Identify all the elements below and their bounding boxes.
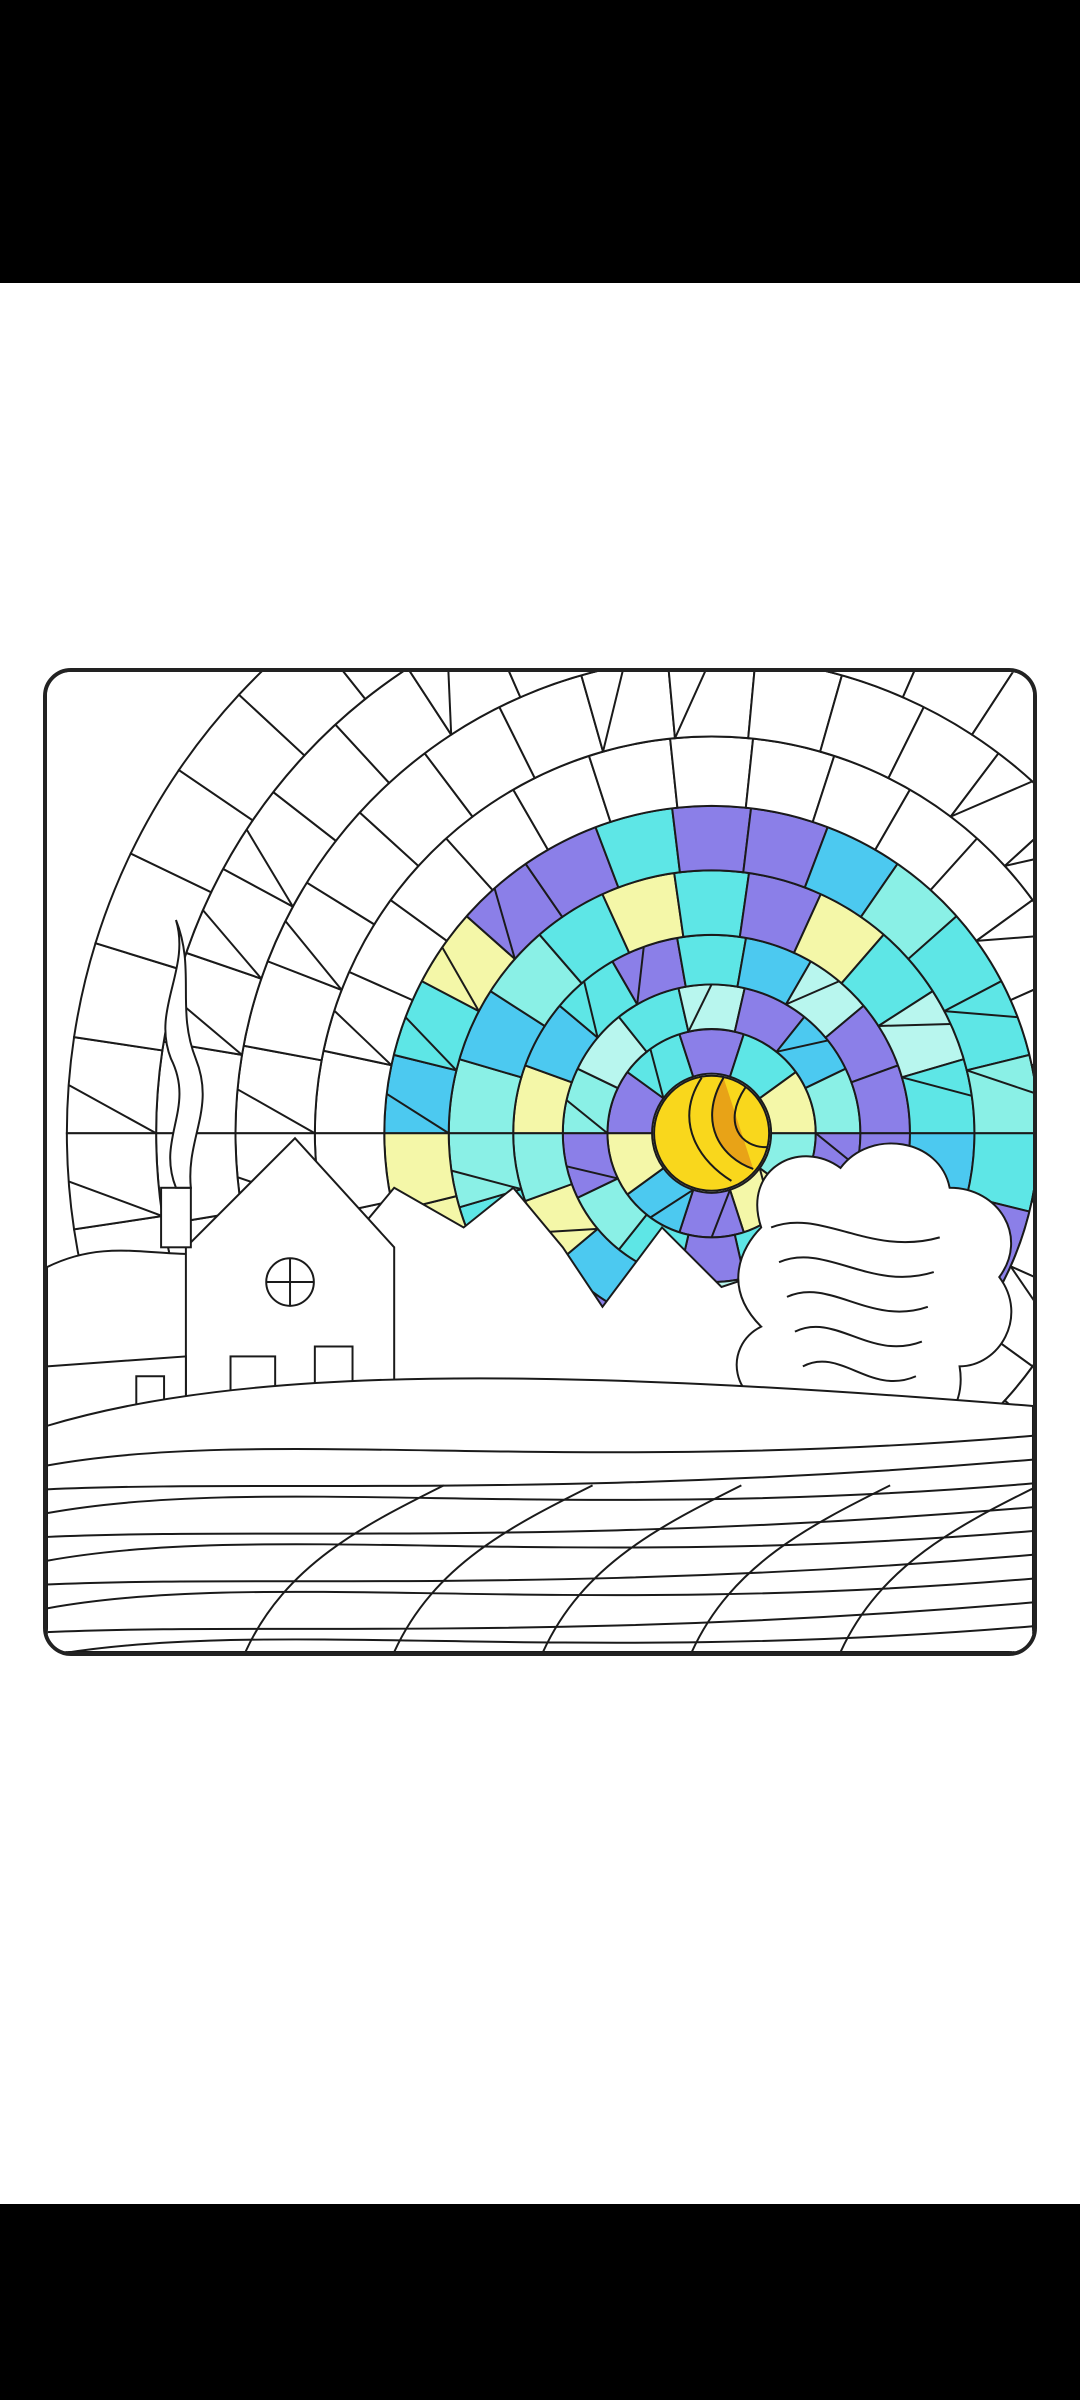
tile-divider — [333, 1009, 393, 1066]
blank-tile[interactable] — [901, 672, 1016, 737]
blank-tile[interactable] — [65, 1036, 164, 1135]
tile-divider — [566, 1165, 618, 1180]
blank-tile[interactable] — [827, 672, 934, 699]
tile-divider — [202, 909, 263, 980]
snowy-tree[interactable] — [735, 1142, 1013, 1449]
snow-drift-line[interactable] — [47, 1506, 1033, 1538]
tree-snow-line[interactable] — [786, 1291, 929, 1313]
colored-tile[interactable] — [671, 804, 753, 874]
tile-divider — [649, 1189, 694, 1219]
tile-divider — [674, 672, 706, 739]
tile-divider — [878, 1023, 951, 1027]
tile-divider — [284, 920, 343, 991]
snow-drift-line[interactable] — [47, 1529, 1033, 1562]
blank-tile[interactable] — [669, 735, 755, 809]
blank-tile[interactable] — [1030, 1051, 1033, 1133]
blank-tile[interactable] — [975, 898, 1033, 1002]
artwork-svg[interactable] — [47, 672, 1033, 1652]
tile-divider — [245, 828, 294, 908]
tile-divider — [602, 672, 624, 752]
tile-divider — [1009, 1265, 1033, 1301]
sun-swirl[interactable] — [711, 1077, 754, 1170]
foreground-scene[interactable] — [47, 919, 1033, 1652]
tile-divider — [649, 1048, 665, 1099]
top-black-bar — [0, 0, 1080, 283]
tree-snow-line[interactable] — [802, 1360, 917, 1382]
tile-divider — [237, 1088, 316, 1135]
tile-divider — [386, 1092, 450, 1135]
tile-divider — [687, 984, 713, 1033]
tile-divider — [447, 672, 453, 735]
chimney[interactable] — [160, 1186, 192, 1249]
sun-swirl[interactable] — [733, 1087, 768, 1149]
tile-divider — [785, 980, 840, 1006]
blank-tile[interactable] — [1009, 1200, 1033, 1294]
tile-divider — [976, 935, 1033, 942]
tile-divider — [441, 946, 480, 1012]
tree-snow-line[interactable] — [794, 1325, 923, 1348]
sun-disc[interactable] — [653, 1074, 771, 1192]
tile-divider — [583, 981, 599, 1038]
colored-tile[interactable] — [677, 983, 746, 1033]
tile-divider — [966, 1069, 1033, 1094]
tile-divider — [636, 946, 645, 1005]
tile-divider — [493, 887, 516, 960]
snow-drift-line[interactable] — [47, 1434, 1033, 1467]
snow-drift-line[interactable] — [47, 1458, 1033, 1491]
coloring-canvas[interactable] — [43, 668, 1037, 1656]
bottom-black-bar — [0, 2204, 1080, 2400]
blank-tile[interactable] — [667, 672, 756, 740]
tile-divider — [565, 1099, 609, 1135]
blank-tile[interactable] — [408, 672, 522, 737]
sun-core[interactable] — [653, 1074, 771, 1192]
snow-drift-line[interactable] — [47, 1625, 1033, 1652]
tree-snow-line[interactable] — [778, 1256, 935, 1278]
tile-divider — [776, 1039, 829, 1053]
tile-divider — [68, 1180, 163, 1217]
snow-swirl[interactable] — [393, 1484, 594, 1652]
snow-swirl[interactable] — [839, 1485, 1033, 1652]
tile-divider — [950, 780, 1033, 818]
tile-divider — [901, 1076, 973, 1097]
blank-tile[interactable] — [1030, 1133, 1033, 1215]
tile-divider — [1004, 858, 1033, 867]
tile-divider — [451, 1169, 522, 1191]
chimney-smoke[interactable] — [164, 919, 204, 1189]
snow-swirl[interactable] — [244, 1484, 445, 1652]
snow-drift-line[interactable] — [47, 1482, 1033, 1515]
blank-tile[interactable] — [310, 672, 434, 701]
snow-drift-line[interactable] — [47, 1577, 1033, 1610]
blank-tile[interactable] — [237, 672, 367, 757]
snow-drift-line[interactable] — [47, 1553, 1033, 1586]
tile-divider — [404, 1016, 458, 1072]
tile-divider — [68, 1084, 157, 1135]
sun-swirl[interactable] — [688, 1077, 732, 1182]
blank-tile[interactable] — [1003, 812, 1033, 924]
colored-tile[interactable] — [673, 869, 751, 938]
snow-swirl[interactable] — [690, 1484, 891, 1652]
snow-drift-line[interactable] — [47, 1601, 1033, 1634]
snow-field[interactable] — [47, 1377, 1033, 1652]
colored-tile[interactable] — [676, 933, 748, 988]
blank-tile[interactable] — [1009, 972, 1033, 1067]
snow-swirl[interactable] — [542, 1484, 742, 1652]
tile-divider — [944, 1010, 1018, 1019]
blank-tile[interactable] — [65, 1132, 164, 1231]
tile-divider — [710, 1189, 731, 1238]
blank-tile[interactable] — [488, 672, 596, 699]
